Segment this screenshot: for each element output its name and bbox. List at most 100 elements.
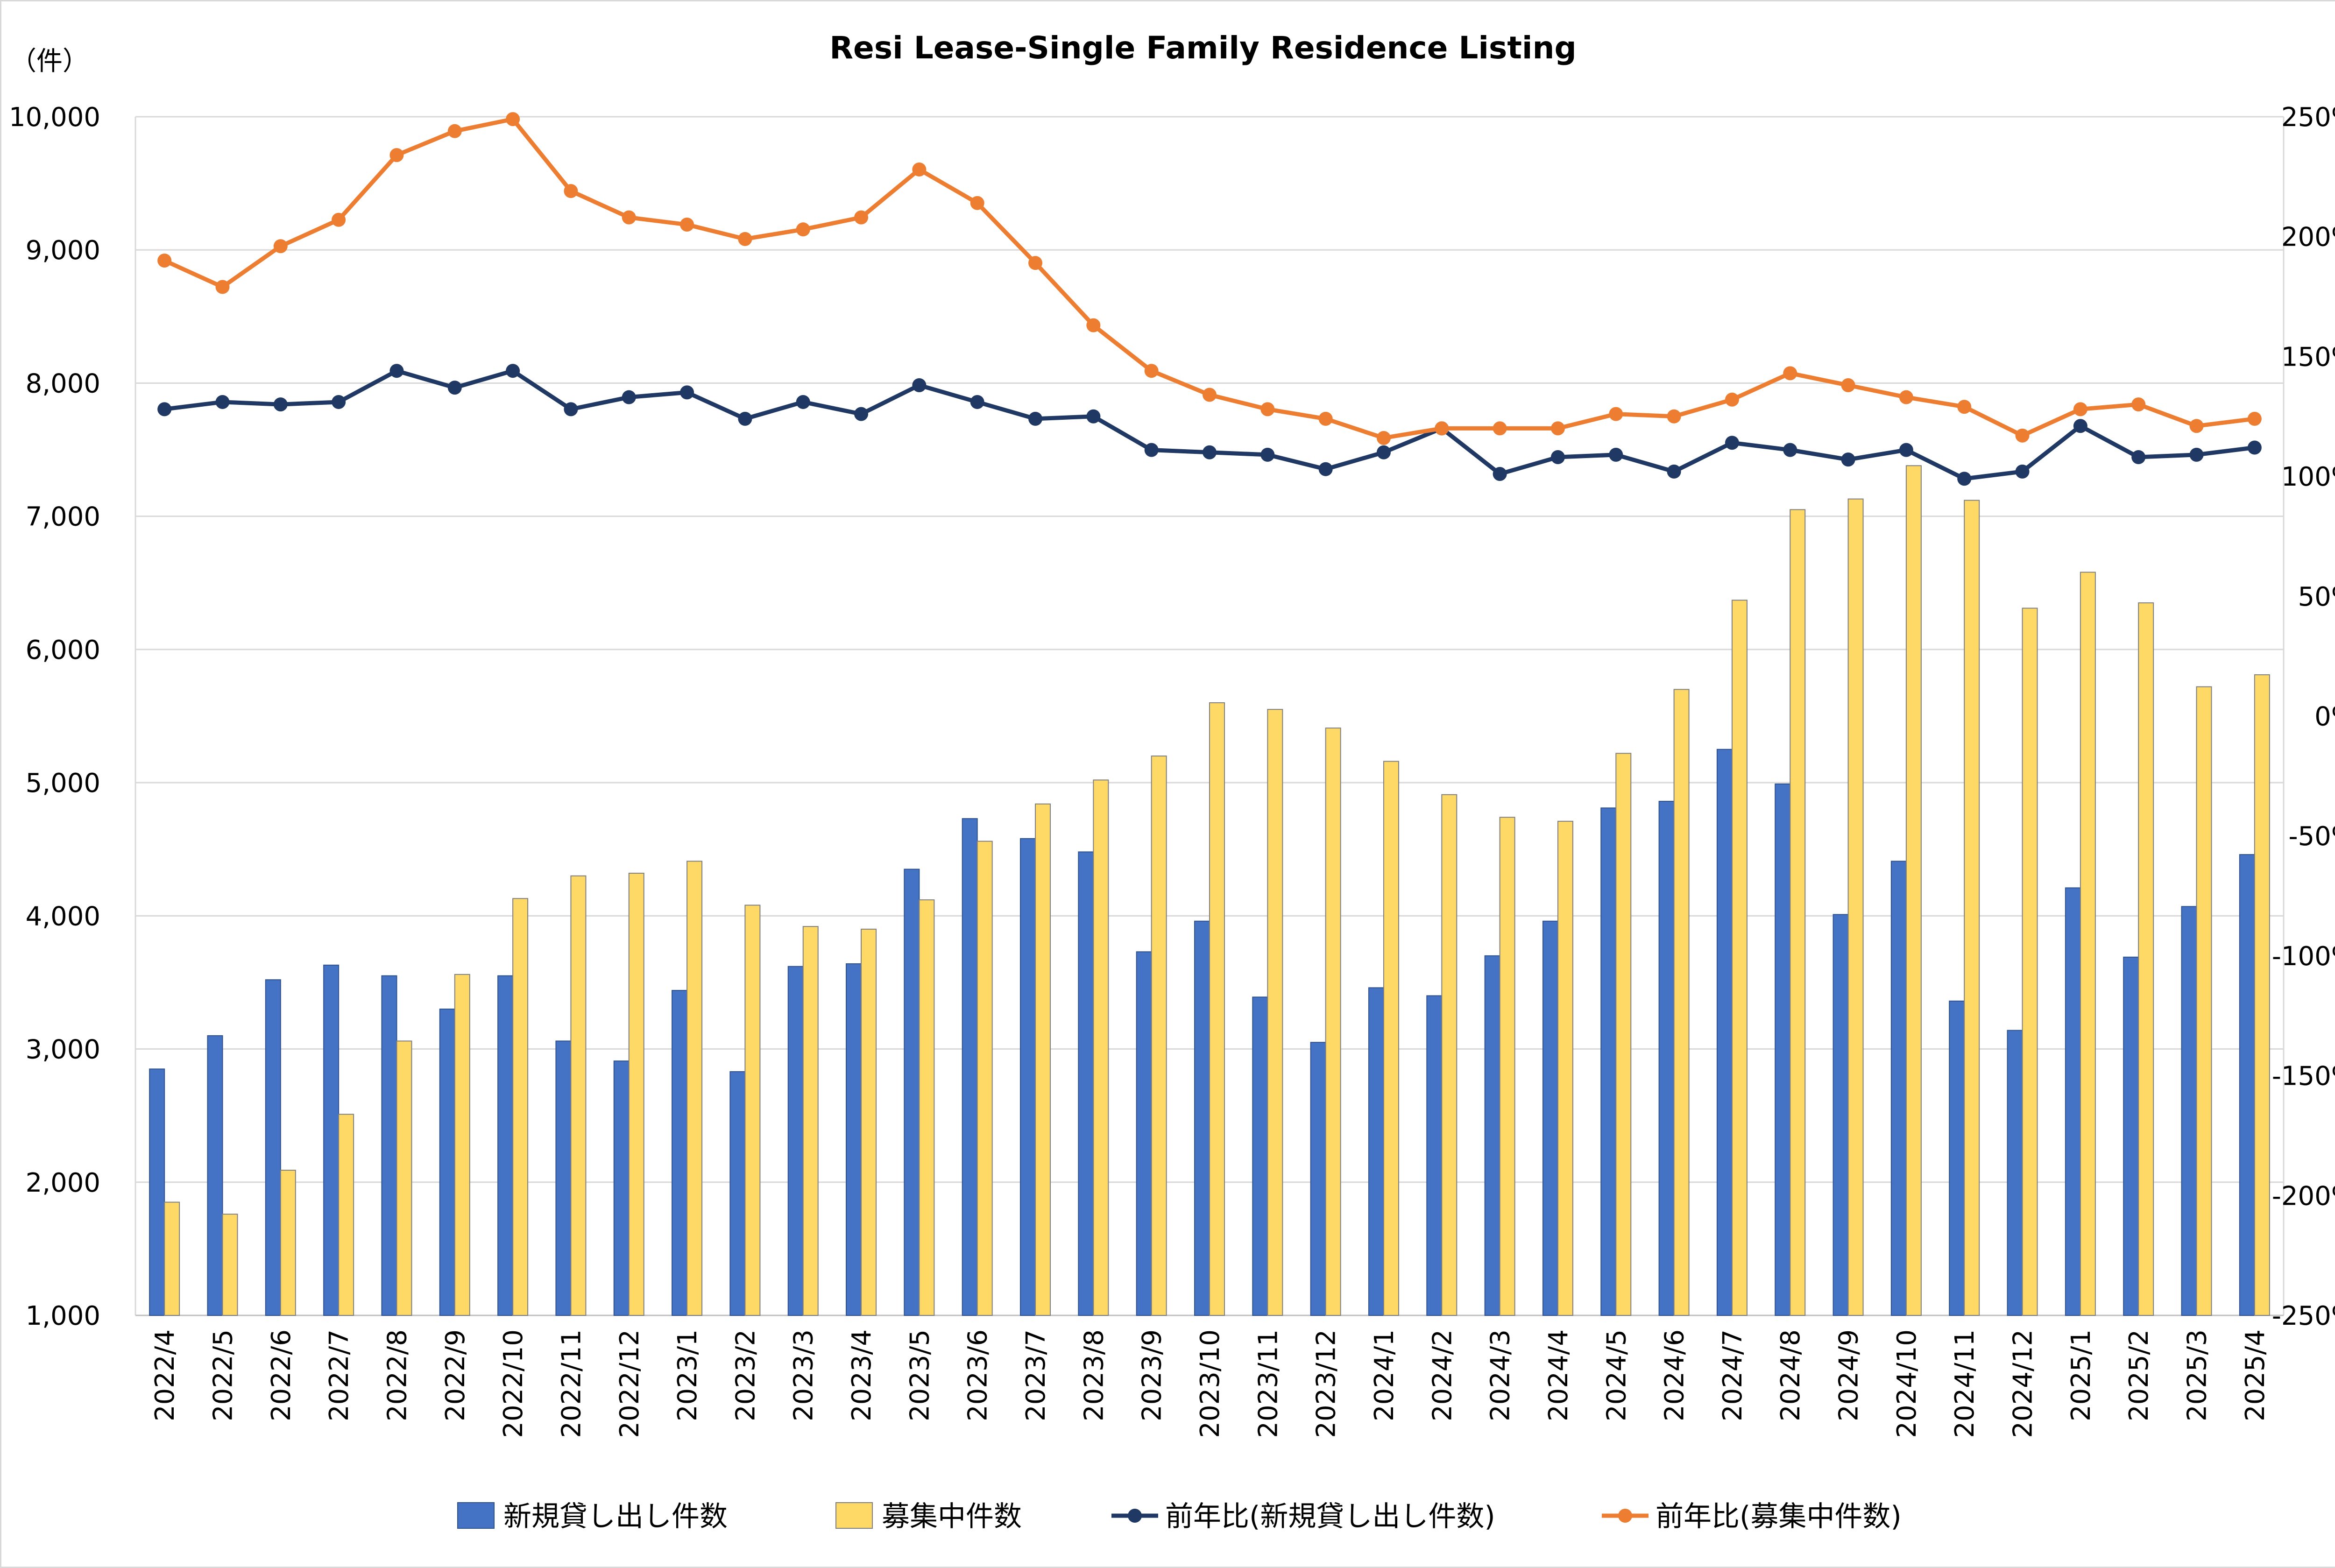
bar-listing-18 [1209, 702, 1225, 1316]
bar-new-lease-15 [1020, 838, 1036, 1316]
bar-new-lease-18 [1194, 920, 1210, 1316]
point-yoy-new-lease-25 [1609, 447, 1623, 462]
right-tick-label: 0% [2314, 702, 2335, 732]
point-yoy-listing-7 [564, 184, 578, 198]
x-tick-label: 2025/2 [2124, 1329, 2154, 1421]
point-yoy-new-lease-35 [2189, 447, 2204, 462]
legend-label-yoy-new-lease: 前年比(新規貸し出し件数) [1165, 1500, 1495, 1533]
legend-marker-yoy-new-lease [1128, 1509, 1142, 1523]
x-tick-label: 2024/6 [1660, 1329, 1690, 1421]
bar-listing-0 [164, 1201, 180, 1316]
bar-listing-17 [1151, 756, 1167, 1316]
x-tick-label: 2023/9 [1137, 1329, 1168, 1421]
point-yoy-listing-35 [2189, 419, 2204, 433]
point-yoy-listing-3 [332, 212, 346, 227]
x-tick-label: 2022/11 [556, 1329, 587, 1438]
x-tick-label: 2023/12 [1311, 1329, 1342, 1438]
x-tick-label: 2023/7 [1021, 1329, 1051, 1421]
x-tick-label: 2023/4 [847, 1329, 877, 1421]
bar-new-lease-26 [1658, 801, 1675, 1316]
bar-new-lease-12 [846, 963, 862, 1316]
left-tick-label: 2,000 [26, 1168, 100, 1198]
legend: 新規貸し出し件数 募集中件数 前年比(新規貸し出し件数) 前年比(募集中件数) [457, 1500, 1902, 1533]
x-tick-label: 2022/8 [382, 1329, 412, 1421]
point-yoy-new-lease-21 [1376, 445, 1391, 459]
point-yoy-new-lease-6 [506, 364, 520, 378]
bar-new-lease-36 [2239, 854, 2255, 1316]
bar-new-lease-10 [729, 1071, 746, 1316]
point-yoy-listing-24 [1550, 421, 1565, 436]
x-tick-label: 2025/4 [2240, 1329, 2271, 1421]
bar-new-lease-9 [672, 990, 688, 1316]
bar-listing-11 [802, 926, 819, 1316]
left-tick-label: 6,000 [26, 635, 100, 665]
bar-new-lease-14 [962, 818, 978, 1316]
bar-new-lease-35 [2181, 906, 2197, 1316]
point-yoy-listing-6 [506, 112, 520, 127]
bar-new-lease-11 [787, 966, 804, 1316]
x-tick-label: 2025/1 [2066, 1329, 2096, 1421]
right-tick-label: 150% [2281, 342, 2335, 372]
point-yoy-new-lease-14 [970, 395, 984, 409]
point-yoy-listing-19 [1260, 402, 1275, 417]
point-yoy-listing-25 [1609, 407, 1623, 421]
x-tick-label: 2022/9 [440, 1329, 471, 1421]
right-tick-label: 50% [2298, 582, 2335, 612]
bar-new-lease-13 [904, 869, 920, 1316]
bar-new-lease-29 [1833, 914, 1849, 1316]
bar-listing-19 [1267, 709, 1283, 1316]
point-yoy-new-lease-7 [564, 402, 578, 417]
x-tick-label: 2022/12 [615, 1329, 645, 1438]
line-yoy-new-lease [164, 368, 2255, 481]
point-yoy-listing-10 [738, 232, 752, 246]
bar-new-lease-24 [1542, 920, 1558, 1316]
bar-listing-32 [2022, 607, 2038, 1316]
legend-swatch-listing [835, 1502, 873, 1529]
point-yoy-listing-34 [2131, 397, 2146, 412]
bar-listing-33 [2080, 572, 2096, 1316]
bar-new-lease-8 [613, 1060, 630, 1316]
bar-new-lease-25 [1600, 807, 1617, 1316]
right-tick-label: -150% [2272, 1061, 2335, 1092]
point-yoy-new-lease-30 [1899, 443, 1913, 457]
bar-new-lease-5 [439, 1008, 455, 1316]
bar-listing-21 [1383, 761, 1399, 1316]
bar-listing-15 [1035, 803, 1051, 1316]
bar-new-lease-1 [207, 1035, 223, 1316]
left-tick-label: 1,000 [26, 1301, 100, 1331]
point-yoy-new-lease-32 [2015, 464, 2030, 479]
point-yoy-listing-33 [2073, 402, 2087, 417]
x-tick-label: 2024/10 [1892, 1329, 1922, 1438]
x-tick-label: 2023/1 [672, 1329, 703, 1421]
right-tick-label: -250% [2272, 1301, 2335, 1331]
bar-listing-5 [454, 974, 470, 1316]
x-tick-label: 2022/6 [266, 1329, 297, 1421]
bar-listing-20 [1325, 727, 1341, 1316]
x-tick-label: 2025/3 [2182, 1329, 2213, 1421]
bar-new-lease-3 [323, 964, 340, 1316]
point-yoy-new-lease-10 [738, 411, 752, 426]
x-tick-label: 2024/11 [1950, 1329, 1980, 1438]
point-yoy-new-lease-29 [1841, 452, 1855, 467]
bar-new-lease-19 [1252, 996, 1268, 1316]
point-yoy-new-lease-8 [622, 390, 636, 404]
point-yoy-new-lease-33 [2073, 419, 2087, 433]
bar-new-lease-28 [1775, 783, 1791, 1316]
bar-new-lease-22 [1426, 995, 1443, 1316]
bar-new-lease-2 [265, 979, 281, 1316]
x-tick-label: 2024/1 [1369, 1329, 1400, 1421]
bar-listing-6 [512, 898, 529, 1316]
x-tick-label: 2022/4 [150, 1329, 180, 1421]
point-yoy-listing-18 [1203, 388, 1217, 402]
bar-listing-24 [1557, 820, 1573, 1316]
point-yoy-new-lease-5 [447, 381, 462, 395]
bar-new-lease-30 [1890, 861, 1907, 1316]
left-tick-label: 5,000 [26, 768, 100, 798]
bar-new-lease-6 [497, 975, 514, 1316]
point-yoy-listing-28 [1783, 366, 1797, 381]
point-yoy-listing-13 [912, 162, 927, 177]
bar-new-lease-17 [1136, 951, 1152, 1316]
bar-listing-28 [1790, 509, 1806, 1316]
bar-listing-27 [1731, 600, 1748, 1316]
